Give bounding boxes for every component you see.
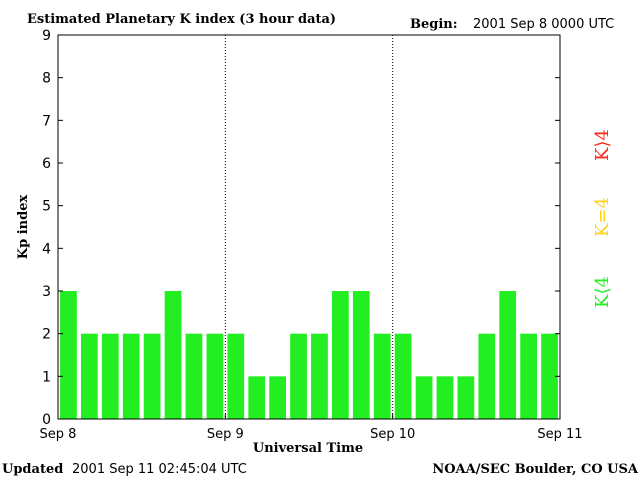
legend-item: K⟩4: [592, 129, 613, 161]
source-credit: NOAA/SEC Boulder, CO USA: [432, 462, 639, 477]
y-axis: 0 1 2 3 4 5 6 7 8 9: [42, 28, 560, 428]
y-tick-label: 6: [42, 156, 51, 172]
y-axis-label: Kp index: [16, 195, 31, 260]
y-tick-label: 1: [42, 369, 51, 385]
kp-bar: [185, 333, 203, 419]
kp-bar: [457, 376, 475, 419]
y-tick-label: 9: [42, 28, 51, 44]
y-tick-label: 7: [42, 113, 51, 129]
x-axis-label: Universal Time: [253, 441, 363, 456]
y-tick-label: 0: [42, 412, 51, 428]
y-tick-label: 5: [42, 199, 51, 215]
legend-item: K=4: [592, 197, 613, 237]
kp-bar: [520, 333, 537, 419]
kp-bar: [332, 291, 349, 419]
kp-bar: [311, 333, 328, 419]
x-axis: Sep 8 Sep 9 Sep 10 Sep 11: [40, 414, 583, 442]
k-legend: K⟩4 K=4 K⟨4: [592, 129, 613, 308]
kp-bar: [81, 333, 98, 419]
kp-bar: [478, 333, 496, 419]
x-tick-label: Sep 8: [40, 427, 77, 442]
kp-bar: [269, 376, 286, 419]
y-tick-label: 3: [42, 284, 51, 300]
y-tick-label: 8: [42, 71, 51, 87]
updated-label: Updated: [2, 462, 63, 477]
x-tick-label: Sep 11: [537, 427, 582, 442]
kp-bar: [143, 333, 161, 419]
plot-area: [57, 34, 561, 420]
kp-bar: [541, 333, 558, 419]
kp-bar: [373, 333, 391, 419]
kp-bar: [290, 333, 307, 419]
kp-bar: [101, 333, 119, 419]
kp-bar: [60, 291, 77, 419]
plot-frame: [57, 34, 561, 420]
kp-bar: [122, 333, 140, 419]
kp-bar: [248, 376, 266, 419]
legend-item: K⟨4: [592, 276, 613, 308]
y-tick-label: 2: [42, 327, 51, 343]
x-tick-label: Sep 10: [370, 427, 415, 442]
kp-bar: [352, 291, 370, 419]
kp-bar: [206, 333, 224, 419]
kp-bar: [436, 376, 454, 419]
x-tick-label: Sep 9: [207, 427, 244, 442]
begin-value: 2001 Sep 8 0000 UTC: [473, 17, 614, 32]
kp-bar: [499, 291, 517, 419]
kp-bar: [164, 291, 182, 419]
kp-bar: [227, 333, 245, 419]
updated-value: 2001 Sep 11 02:45:04 UTC: [72, 462, 247, 477]
kp-bar: [415, 376, 433, 419]
chart-title: Estimated Planetary K index (3 hour data…: [27, 12, 336, 27]
begin-label: Begin:: [410, 17, 458, 32]
y-tick-label: 4: [42, 241, 51, 257]
kp-bar: [394, 333, 412, 419]
